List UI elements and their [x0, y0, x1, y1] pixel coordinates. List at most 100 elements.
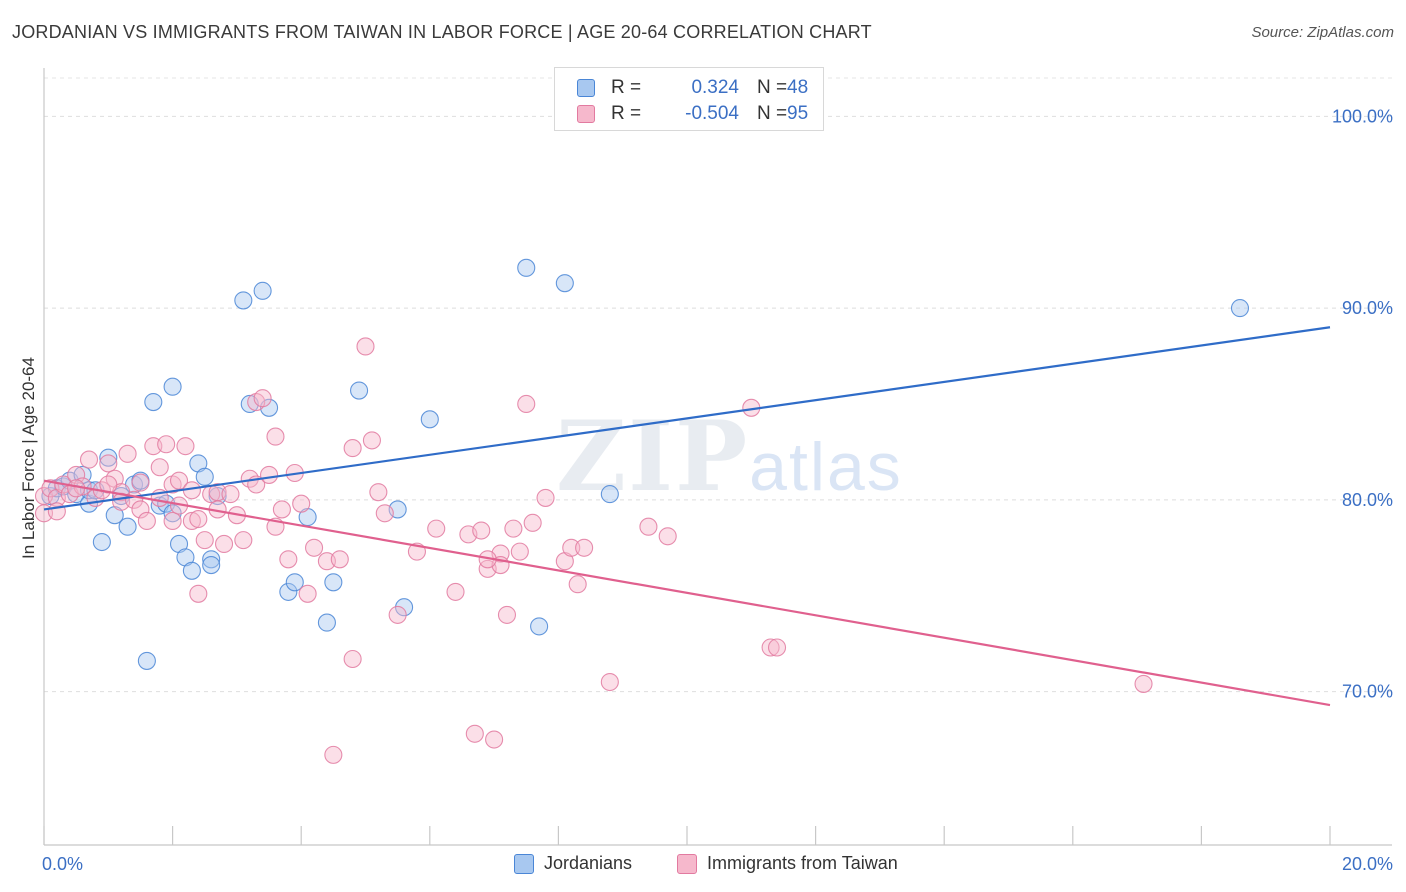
point-taiwan	[195, 531, 214, 550]
point-taiwan	[1134, 674, 1153, 693]
legend-n-label: N =	[757, 103, 788, 124]
y-tick-label: 90.0%	[1342, 298, 1393, 318]
chart-title: JORDANIAN VS IMMIGRANTS FROM TAIWAN IN L…	[12, 22, 872, 42]
point-jordanian	[234, 291, 253, 310]
point-taiwan	[427, 519, 446, 538]
point-taiwan	[131, 473, 150, 492]
point-jordanian	[285, 573, 304, 592]
point-taiwan	[369, 483, 388, 502]
tick-labels: 100.0% 90.0% 80.0% 70.0% 0.0% 20.0% In Labor F…	[19, 106, 1393, 874]
point-taiwan	[182, 511, 201, 530]
watermark-atlas: atlas	[749, 429, 903, 505]
legend-swatch-taiwan	[677, 854, 697, 874]
point-taiwan	[272, 500, 291, 519]
point-taiwan	[575, 538, 594, 557]
x-tick-label: 20.0%	[1342, 854, 1393, 874]
point-jordanian	[350, 381, 369, 400]
trend-lines	[43, 326, 1331, 707]
axes	[43, 68, 1392, 846]
legend-n-value: 48	[787, 77, 809, 98]
point-jordanian	[163, 377, 182, 396]
point-jordanian	[517, 258, 536, 277]
point-taiwan	[176, 437, 195, 456]
legend-r-value: 0.324	[691, 77, 739, 98]
legend-n-value: 95	[787, 103, 809, 124]
trend-line-jordanians	[43, 326, 1331, 511]
point-taiwan	[157, 435, 176, 454]
legend-label: Immigrants from Taiwan	[707, 853, 898, 873]
legend-swatch-jordanians	[577, 79, 595, 97]
point-taiwan	[266, 427, 285, 446]
source-credit: Source: ZipAtlas.com	[1251, 24, 1394, 41]
point-jordanian	[92, 532, 111, 552]
point-taiwan	[388, 605, 407, 624]
point-taiwan	[523, 513, 542, 532]
point-taiwan	[472, 521, 491, 540]
point-taiwan	[465, 724, 484, 743]
point-taiwan	[362, 431, 381, 450]
stats-legend: R = 0.324 N = 48 R = -0.504 N = 95	[554, 67, 824, 131]
point-taiwan	[761, 638, 780, 657]
point-taiwan	[639, 517, 658, 536]
point-jordanian	[202, 550, 221, 569]
point-taiwan	[343, 649, 362, 669]
point-taiwan	[343, 439, 362, 458]
legend-swatch-taiwan	[577, 105, 595, 123]
point-taiwan	[150, 458, 169, 477]
series-legend: Jordanians Immigrants from Taiwan	[0, 852, 1406, 878]
gridlines	[44, 77, 1392, 693]
point-jordanian	[99, 448, 118, 467]
point-jordanian	[163, 504, 182, 523]
point-taiwan	[279, 550, 298, 569]
legend-n-label: N =	[757, 77, 788, 98]
point-taiwan	[658, 527, 677, 546]
trend-line-taiwan	[43, 479, 1331, 707]
legend-swatch-jordanians	[514, 854, 534, 874]
watermark-zip: ZIP	[556, 400, 750, 513]
point-taiwan	[324, 745, 343, 764]
point-taiwan	[298, 584, 317, 603]
point-taiwan	[767, 638, 787, 657]
point-jordanian	[600, 485, 619, 504]
point-taiwan	[163, 511, 182, 530]
point-taiwan	[292, 494, 311, 513]
point-taiwan	[118, 444, 137, 463]
point-jordanian	[118, 517, 137, 536]
point-jordanian	[324, 573, 343, 592]
point-jordanian	[317, 613, 336, 632]
point-jordanian	[395, 598, 414, 617]
point-jordanian	[144, 393, 163, 412]
point-taiwan	[234, 531, 253, 550]
legend-r-label: R =	[611, 103, 642, 124]
point-taiwan	[214, 534, 234, 554]
point-taiwan	[562, 538, 581, 557]
legend-r-value: -0.504	[685, 103, 739, 124]
point-taiwan	[305, 538, 324, 557]
point-taiwan	[221, 485, 240, 504]
point-jordanian	[420, 410, 439, 429]
point-jordanian	[137, 651, 156, 670]
x-tick-label: 0.0%	[42, 854, 83, 874]
legend-label: Jordanians	[544, 853, 633, 873]
y-tick-label: 100.0%	[1332, 106, 1393, 126]
point-taiwan	[517, 394, 536, 414]
point-taiwan	[485, 730, 504, 749]
point-taiwan	[169, 471, 189, 490]
point-taiwan	[47, 502, 66, 521]
point-taiwan	[79, 450, 99, 469]
point-jordanian	[1230, 299, 1250, 318]
legend-r-label: R =	[611, 77, 642, 98]
point-jordanian	[195, 467, 214, 486]
point-jordanian	[253, 281, 272, 300]
point-taiwan	[600, 672, 619, 692]
watermark: ZIPatlas	[556, 400, 903, 513]
point-jordanian	[41, 486, 60, 506]
point-jordanian	[202, 555, 221, 575]
point-taiwan	[356, 337, 375, 356]
y-tick-label: 70.0%	[1342, 682, 1393, 702]
point-taiwan	[510, 542, 529, 561]
point-taiwan	[568, 575, 587, 594]
point-taiwan	[253, 389, 272, 408]
point-taiwan	[497, 605, 517, 624]
